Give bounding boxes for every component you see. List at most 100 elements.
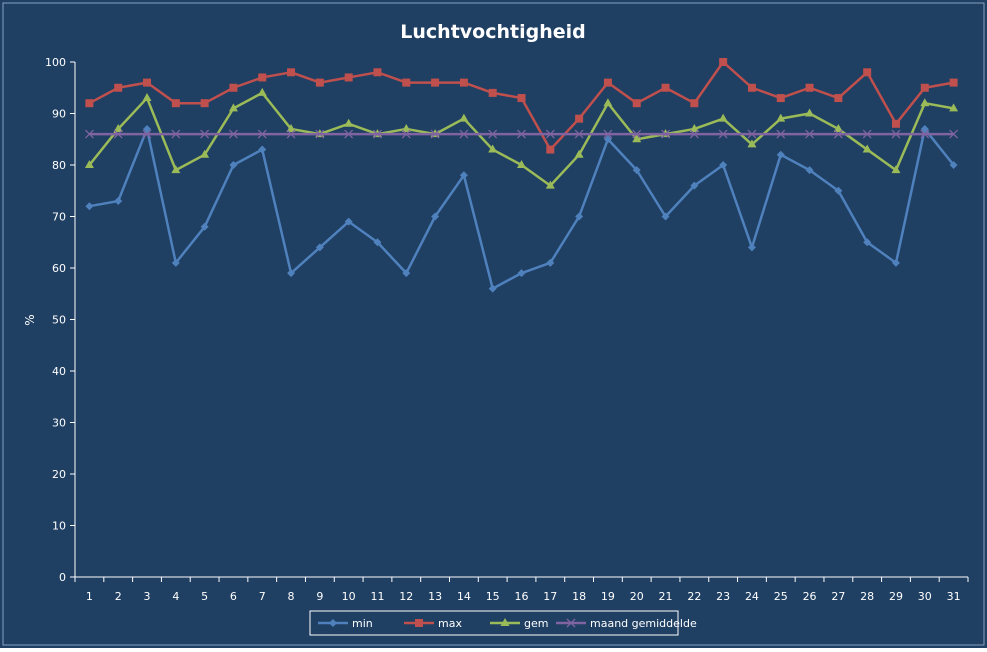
data-point: [805, 166, 814, 175]
data-point-stroke: [632, 129, 642, 139]
x-tick-label: 25: [774, 590, 788, 603]
series-min: [85, 124, 958, 293]
y-tick-label: 90: [52, 108, 66, 121]
data-point: [545, 129, 555, 139]
data-point-stroke: [566, 618, 576, 628]
data-point: [632, 134, 642, 143]
data-point: [690, 181, 699, 190]
data-point: [574, 149, 584, 158]
data-point: [776, 150, 785, 159]
legend-item: gem: [490, 617, 548, 630]
y-tick-label: 30: [52, 417, 66, 430]
data-point: [329, 619, 337, 627]
data-point-stroke: [949, 129, 959, 139]
x-tick-label: 22: [687, 590, 701, 603]
data-point: [287, 68, 296, 77]
data-point: [920, 98, 930, 107]
data-point-stroke: [142, 129, 152, 139]
data-point: [258, 145, 267, 154]
x-tick-label: 31: [947, 590, 961, 603]
data-point: [517, 269, 526, 278]
data-point: [200, 222, 209, 231]
data-point: [833, 123, 843, 132]
data-point-stroke: [747, 129, 757, 139]
data-point-stroke: [84, 129, 94, 139]
data-point: [84, 160, 94, 168]
series-max: [85, 58, 958, 154]
data-point: [500, 618, 510, 626]
data-point: [459, 129, 469, 139]
data-point: [863, 238, 872, 247]
data-point: [920, 124, 929, 133]
y-tick-label: 0: [59, 571, 66, 584]
data-point-stroke: [286, 129, 296, 139]
data-point: [575, 212, 584, 221]
data-point-stroke: [517, 129, 526, 139]
data-point: [488, 284, 497, 293]
data-point: [603, 129, 613, 139]
x-tick-label: 27: [831, 590, 845, 603]
x-tick-label: 15: [486, 590, 500, 603]
data-point: [546, 258, 555, 267]
data-point: [287, 269, 296, 278]
data-point-stroke: [862, 129, 872, 139]
x-tick-label: 9: [316, 590, 323, 603]
data-point: [632, 99, 641, 108]
x-tick-label: 6: [230, 590, 237, 603]
data-point-stroke: [920, 129, 930, 139]
data-point: [566, 618, 576, 628]
data-point-stroke: [373, 129, 382, 139]
data-point: [200, 99, 209, 108]
data-point: [114, 197, 123, 206]
legend-label: max: [438, 617, 462, 630]
data-point: [402, 78, 411, 87]
legend: min max gem maand gemiddelde: [309, 610, 697, 636]
data-point: [488, 88, 497, 97]
data-point: [228, 129, 238, 139]
data-point: [690, 99, 699, 108]
data-point-stroke: [113, 129, 123, 139]
x-tick-label: 5: [201, 590, 208, 603]
x-tick-label: 18: [572, 590, 586, 603]
y-tick-label: 80: [52, 159, 66, 172]
x-tick-label: 26: [803, 590, 817, 603]
data-point: [315, 243, 324, 252]
data-point: [373, 238, 382, 247]
data-point-stroke: [805, 129, 815, 139]
y-tick-label: 40: [52, 365, 66, 378]
data-point: [776, 94, 785, 103]
data-point: [862, 129, 872, 139]
data-point: [689, 129, 699, 139]
data-point: [373, 68, 382, 77]
data-point: [171, 165, 181, 174]
x-tick-label: 3: [144, 590, 151, 603]
data-point: [401, 123, 411, 132]
data-point: [200, 149, 210, 158]
x-tick-label: 7: [259, 590, 266, 603]
data-point-stroke: [833, 129, 843, 139]
data-point: [805, 83, 814, 92]
data-point-stroke: [200, 129, 210, 139]
data-point: [747, 83, 756, 92]
x-tick-label: 28: [860, 590, 874, 603]
data-point: [545, 180, 555, 189]
data-point: [344, 129, 354, 139]
data-point: [415, 619, 423, 627]
data-point: [920, 129, 930, 139]
data-point-stroke: [488, 129, 498, 139]
data-point: [747, 243, 756, 252]
data-point: [719, 161, 728, 169]
data-point: [805, 129, 815, 139]
data-point-stroke: [459, 129, 469, 139]
data-point-stroke: [603, 129, 613, 139]
x-tick-label: 4: [172, 590, 179, 603]
legend-label: maand gemiddelde: [590, 617, 697, 630]
data-point: [257, 87, 267, 96]
data-point: [228, 103, 238, 112]
data-point: [718, 113, 728, 122]
data-point: [315, 78, 324, 87]
data-point-stroke: [401, 129, 411, 139]
x-tick-label: 21: [659, 590, 673, 603]
data-point-stroke: [430, 129, 440, 139]
